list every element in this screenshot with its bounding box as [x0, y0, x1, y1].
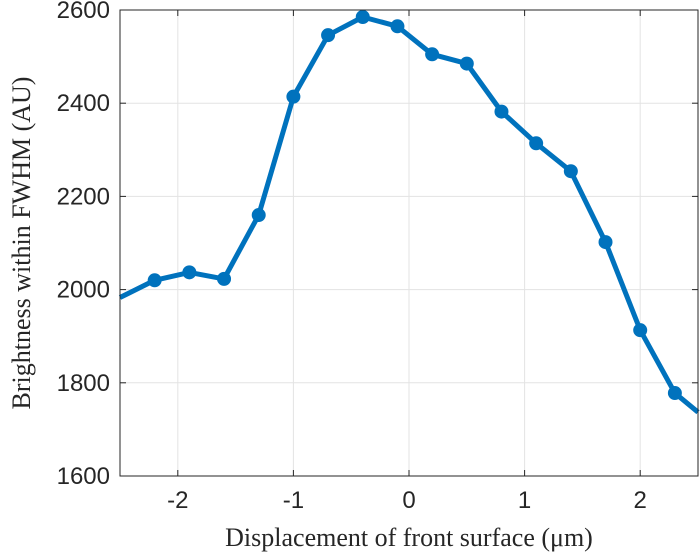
- data-point: [459, 56, 474, 71]
- data-point: [529, 136, 544, 151]
- tick-marks: [120, 9, 698, 477]
- data-point: [633, 323, 648, 338]
- x-tick-label: -2: [167, 487, 188, 514]
- data-point: [182, 265, 197, 280]
- x-tick-label: 0: [402, 487, 415, 514]
- data-point: [217, 271, 232, 286]
- y-tick-label: 2600: [57, 0, 110, 24]
- data-point: [321, 28, 336, 43]
- data-point: [390, 19, 405, 34]
- x-tick-label: 2: [634, 487, 647, 514]
- series-layer: [118, 9, 700, 415]
- data-point: [286, 89, 301, 104]
- y-tick-label: 1600: [57, 463, 110, 490]
- data-point: [494, 104, 509, 119]
- tick-labels: -2 -1 0 1 2 1600 1800 2000 2200 2400 2600: [57, 0, 647, 514]
- data-point: [667, 386, 682, 401]
- y-tick-label: 2000: [57, 277, 110, 304]
- data-point: [425, 47, 440, 62]
- x-axis-label: Displacement of front surface (μm): [225, 523, 593, 552]
- x-tick-label: 1: [518, 487, 531, 514]
- data-point: [563, 164, 578, 179]
- data-point: [147, 273, 162, 288]
- data-point: [355, 9, 370, 24]
- y-tick-label: 2400: [57, 90, 110, 117]
- y-axis-label: Brightness within FWHM (AU): [7, 77, 36, 410]
- y-tick-label: 2200: [57, 183, 110, 210]
- data-point: [598, 235, 613, 250]
- y-tick-label: 1800: [57, 370, 110, 397]
- data-point: [251, 208, 266, 223]
- x-tick-label: -1: [283, 487, 304, 514]
